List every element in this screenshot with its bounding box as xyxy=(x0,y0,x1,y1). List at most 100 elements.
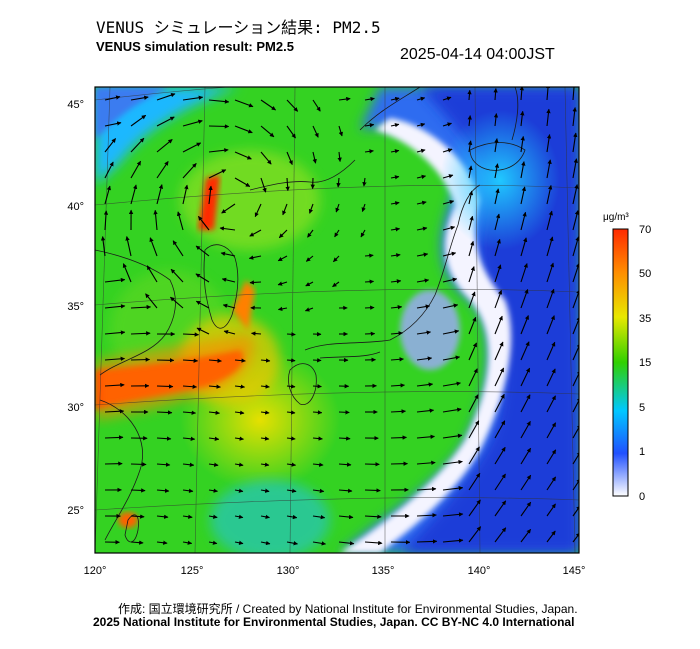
wind-arrow xyxy=(468,526,482,543)
wind-arrow xyxy=(442,407,462,413)
wind-arrow xyxy=(520,367,531,387)
wind-arrow xyxy=(494,420,506,439)
colorbar-tick: 0 xyxy=(639,491,645,503)
wind-arrow xyxy=(390,175,400,180)
wind-arrow xyxy=(334,229,340,238)
wind-arrow xyxy=(282,203,288,216)
wind-arrow xyxy=(182,95,204,101)
wind-arrow xyxy=(390,122,400,128)
wind-arrow xyxy=(182,184,189,205)
wind-arrow xyxy=(332,281,340,288)
wind-arrow xyxy=(286,462,297,467)
wind-arrow xyxy=(312,151,317,164)
wind-arrow xyxy=(172,240,184,257)
wind-arrow xyxy=(130,114,147,127)
wind-arrow xyxy=(153,209,158,231)
wind-arrow xyxy=(416,174,427,180)
wind-arrow xyxy=(260,125,275,138)
wind-arrow xyxy=(312,436,323,441)
wind-arrow xyxy=(362,177,367,187)
wind-arrow xyxy=(156,540,168,545)
wind-arrow xyxy=(182,514,193,519)
wind-arrow xyxy=(234,384,246,389)
wind-arrow xyxy=(572,424,579,439)
wind-arrow xyxy=(182,462,195,467)
forecast-timestamp: 2025-04-14 04:00JST xyxy=(400,46,555,63)
wind-arrow xyxy=(312,514,326,520)
wind-arrow xyxy=(361,203,366,213)
wind-arrow xyxy=(182,488,194,493)
wind-arrow xyxy=(208,514,218,519)
wind-arrow xyxy=(520,288,529,309)
wind-arrow xyxy=(494,213,501,231)
wind-arrow xyxy=(390,201,400,206)
wind-arrow xyxy=(390,279,402,284)
copyright-line: 2025 National Institute for Environmenta… xyxy=(93,615,575,629)
wind-arrow xyxy=(130,357,151,362)
wind-arrow xyxy=(104,304,126,309)
wind-arrow xyxy=(338,436,351,441)
wind-arrow xyxy=(494,238,501,257)
wind-arrow xyxy=(260,514,270,520)
wind-arrow xyxy=(494,138,499,153)
wind-arrow xyxy=(338,96,351,102)
wind-arrow xyxy=(546,236,554,257)
wind-arrow xyxy=(336,177,341,188)
colorbar-tick: 70 xyxy=(639,224,651,236)
wind-arrow xyxy=(338,488,353,493)
wind-arrow xyxy=(572,132,578,153)
wind-arrow xyxy=(149,237,158,257)
wind-arrow xyxy=(572,478,579,491)
wind-arrow xyxy=(221,203,236,214)
wind-arrow xyxy=(467,115,472,127)
wind-arrow xyxy=(546,159,552,179)
wind-arrow xyxy=(260,436,270,441)
wind-arrow xyxy=(468,190,474,205)
wind-arrow xyxy=(208,185,213,205)
wind-arrow xyxy=(493,113,499,127)
wind-arrow xyxy=(197,216,210,231)
wind-arrow xyxy=(546,503,556,517)
wind-arrow xyxy=(286,125,296,139)
wind-arrow xyxy=(260,488,270,493)
wind-arrow xyxy=(416,356,433,361)
wind-arrow xyxy=(364,488,381,493)
wind-arrow xyxy=(254,203,262,218)
wind-arrow xyxy=(494,315,503,335)
wind-arrow xyxy=(546,395,556,413)
wind-arrow xyxy=(182,384,198,389)
wind-arrow xyxy=(442,355,461,361)
wind-arrow xyxy=(312,358,322,363)
wind-arrow xyxy=(546,422,557,439)
wind-arrow xyxy=(442,459,463,465)
wind-arrow xyxy=(208,169,227,179)
credit-line: 作成: 国立環境研究所 / Created by National Instit… xyxy=(118,602,578,616)
wind-arrow xyxy=(364,514,382,519)
colorbar-tick: 1 xyxy=(639,446,645,458)
wind-arrow xyxy=(493,88,498,101)
wind-arrow xyxy=(208,540,218,545)
wind-arrow xyxy=(104,161,114,179)
wind-arrow xyxy=(442,148,453,153)
wind-arrow xyxy=(208,410,220,415)
wind-arrow xyxy=(519,87,524,101)
wind-arrow xyxy=(170,268,184,283)
wind-arrow xyxy=(195,273,210,283)
wind-arrow xyxy=(234,410,245,415)
wind-arrow xyxy=(442,277,458,283)
wind-arrow xyxy=(520,341,530,361)
wind-arrow xyxy=(182,142,202,153)
wind-arrow xyxy=(260,177,267,193)
wind-arrow xyxy=(156,462,171,467)
wind-arrow xyxy=(182,358,199,363)
wind-arrow xyxy=(260,384,270,389)
wind-arrow xyxy=(520,135,525,153)
wind-arrow xyxy=(104,185,111,205)
wind-arrow xyxy=(468,499,481,517)
wind-arrow xyxy=(494,393,505,413)
wind-arrow xyxy=(104,330,126,335)
wind-arrow xyxy=(520,447,532,465)
latitude-labels: 45° 40° 35° 30° 25° xyxy=(67,99,84,517)
wind-arrow xyxy=(305,255,314,262)
wind-arrow xyxy=(494,367,505,387)
